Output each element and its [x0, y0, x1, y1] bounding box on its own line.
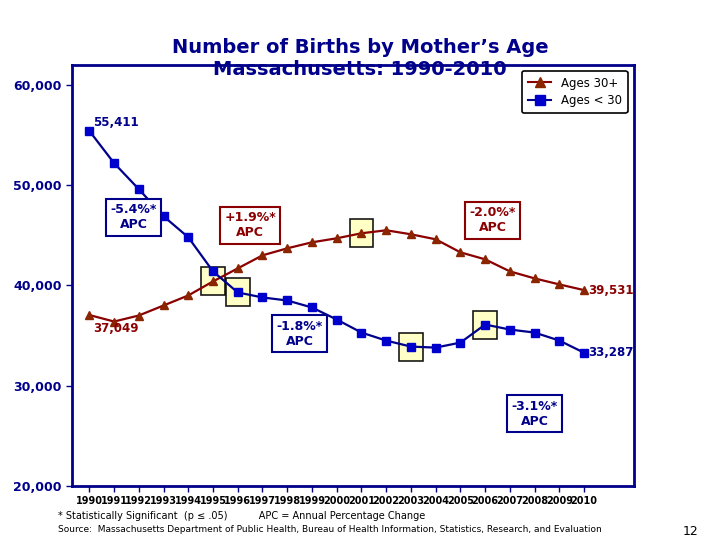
FancyBboxPatch shape: [473, 310, 497, 339]
Text: 37,049: 37,049: [93, 322, 138, 335]
FancyBboxPatch shape: [226, 279, 250, 307]
Text: +1.9%*
APC: +1.9%* APC: [224, 211, 276, 239]
Text: -3.1%*
APC: -3.1%* APC: [511, 400, 558, 428]
Text: -5.4%*
APC: -5.4%* APC: [111, 203, 157, 231]
Text: * Statistically Significant  (p ≤ .05)          APC = Annual Percentage Change: * Statistically Significant (p ≤ .05) AP…: [58, 511, 425, 522]
Legend: Ages 30+, Ages < 30: Ages 30+, Ages < 30: [522, 71, 628, 113]
Text: -2.0%*
APC: -2.0%* APC: [469, 206, 516, 234]
FancyBboxPatch shape: [201, 267, 225, 295]
Text: -1.8%*
APC: -1.8%* APC: [276, 320, 323, 348]
Text: Source:  Massachusetts Department of Public Health, Bureau of Health Information: Source: Massachusetts Department of Publ…: [58, 525, 601, 534]
Text: 39,531: 39,531: [588, 284, 634, 296]
Text: 55,411: 55,411: [93, 117, 139, 130]
Text: 12: 12: [683, 524, 698, 538]
FancyBboxPatch shape: [399, 333, 423, 361]
Text: Number of Births by Mother’s Age
Massachusetts: 1990-2010: Number of Births by Mother’s Age Massach…: [171, 38, 549, 79]
FancyBboxPatch shape: [350, 219, 374, 247]
Text: 33,287: 33,287: [588, 346, 633, 359]
